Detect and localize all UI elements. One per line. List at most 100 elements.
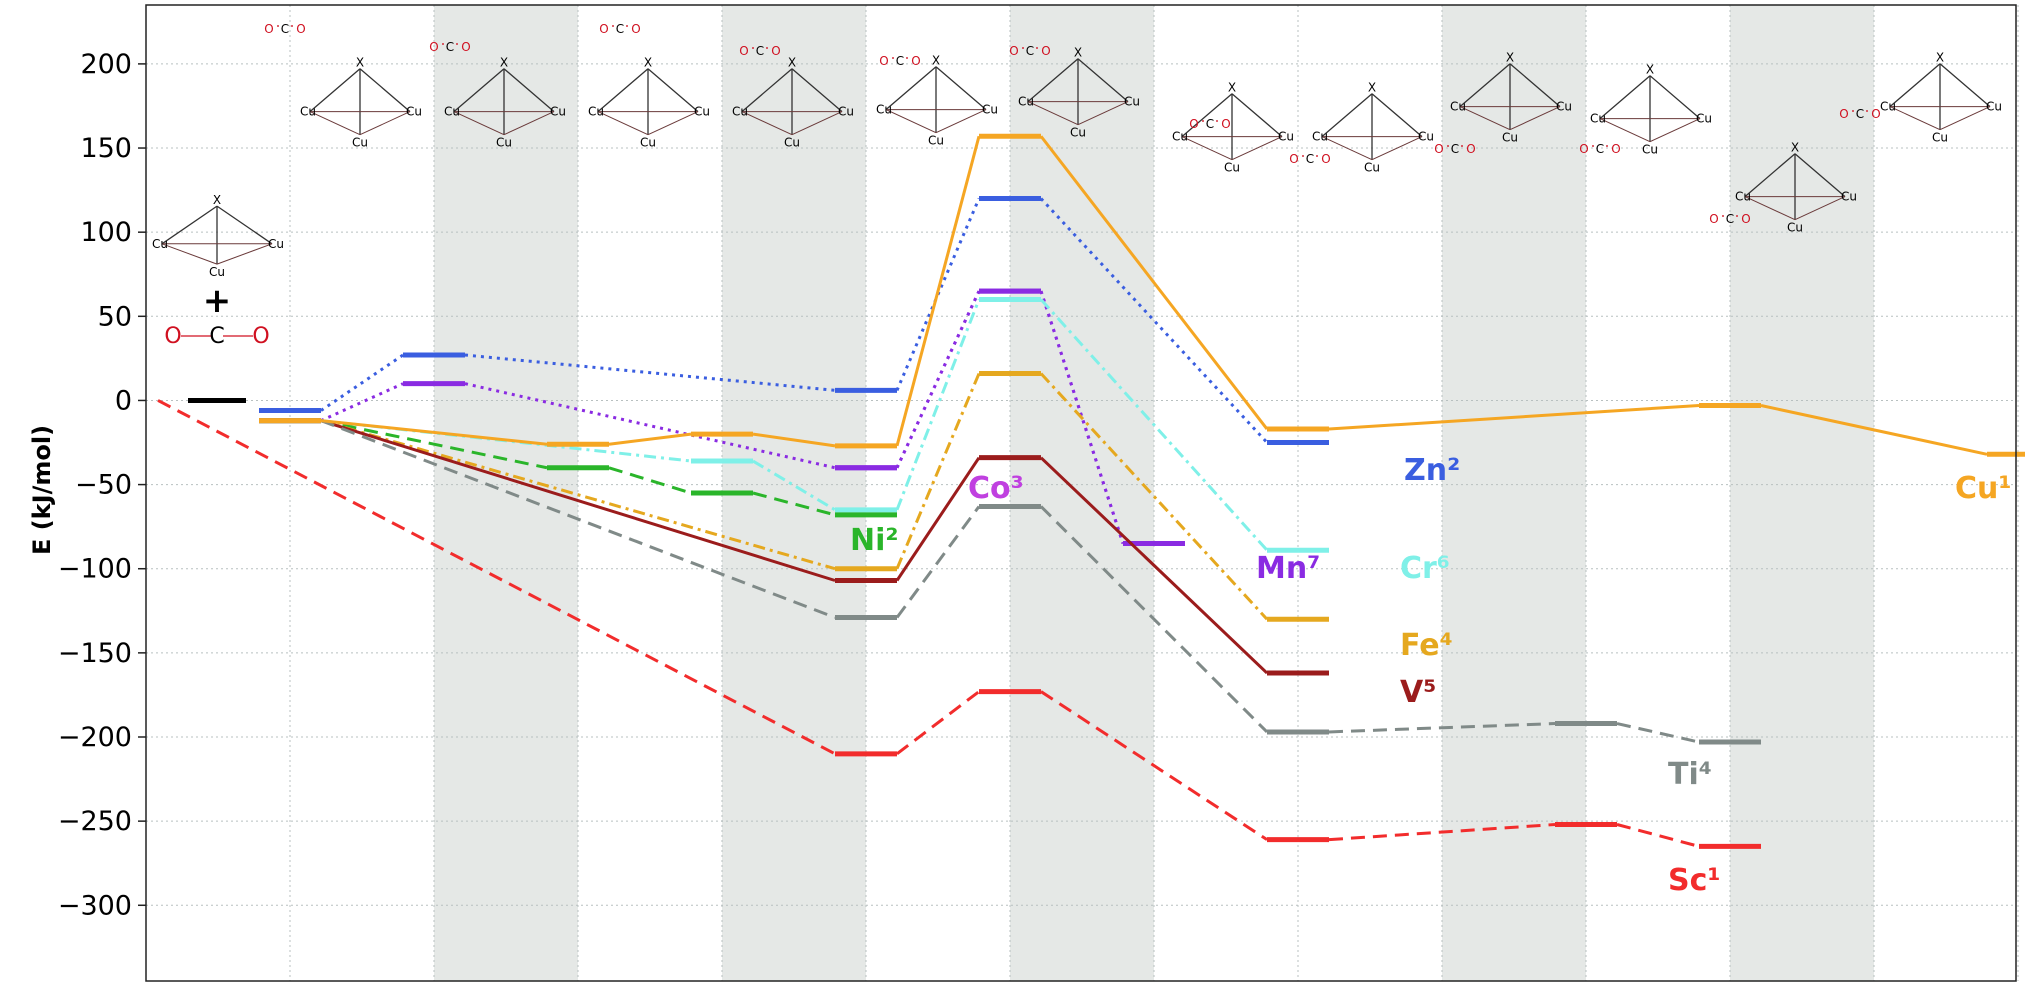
bond [597, 111, 649, 136]
atom-cu: Cu [1172, 130, 1188, 144]
series-layer [157, 133, 2025, 849]
atom-cu: Cu [1124, 95, 1140, 109]
atom-c: C [1451, 142, 1459, 156]
labels-layer: Zn² Co³ Mn⁷ Cr⁶ Ni² Fe⁴ V⁵ Ti⁴ Sc¹ Cu¹ [850, 453, 2012, 898]
atom-o: O [631, 22, 640, 36]
atom-cu: Cu [268, 237, 284, 251]
bond [935, 109, 987, 134]
atom-cu: Cu [640, 136, 656, 150]
series-label-2: Mn⁷ [1256, 551, 1320, 586]
plot-frame [145, 4, 2017, 982]
y-tick-label-0: 200 [80, 49, 132, 80]
bond [647, 68, 699, 113]
bond [935, 66, 987, 111]
cluster-10: X Cu Cu Cu [1590, 63, 1712, 157]
atom-cu: Cu [406, 105, 422, 119]
atom-cu: Cu [1932, 131, 1948, 145]
series-9-segment-0 [320, 419, 548, 446]
series-8-segment-4 [1616, 823, 1700, 848]
series-7-segment-0 [320, 419, 836, 619]
bond [1889, 106, 1941, 131]
y-tick-label-10: −300 [58, 890, 132, 921]
series-label-8: Sc¹ [1668, 863, 1721, 898]
series-8-segment-2 [1040, 690, 1268, 841]
atom-cu: Cu [1787, 221, 1803, 235]
atom-c: C [1206, 117, 1214, 131]
bond [1794, 153, 1846, 198]
series-4-segment-0 [320, 419, 548, 470]
bond [453, 111, 505, 136]
atom-x: X [1646, 63, 1654, 77]
atom-c: C [616, 22, 624, 36]
series-label-4: Ni² [850, 523, 899, 558]
atom-cu: Cu [1312, 130, 1328, 144]
atom-x: X [1074, 46, 1082, 60]
bond [359, 68, 411, 113]
bond [885, 66, 937, 111]
atom-x: X [788, 56, 796, 70]
atom-cu: Cu [1590, 112, 1606, 126]
atom-o: O [1009, 44, 1018, 58]
series-7-segment-2 [1039, 505, 1269, 734]
series-6-segment-1 [895, 456, 981, 582]
atom-c: C [1306, 152, 1314, 166]
atom-cu: Cu [152, 237, 168, 251]
atom-cu: Cu [209, 265, 225, 279]
series-6-segment-2 [1039, 456, 1269, 675]
atom-cu: Cu [1364, 161, 1380, 175]
atom-cu: Cu [784, 136, 800, 150]
atom-o: O [1321, 152, 1330, 166]
atom-cu: Cu [1880, 100, 1896, 114]
series-label-3: Cr⁶ [1400, 551, 1450, 586]
atom-o: O [296, 22, 305, 36]
series-label-1: Co³ [968, 471, 1024, 506]
bond [1077, 58, 1129, 103]
bond [791, 111, 843, 136]
atom-cu: Cu [1450, 100, 1466, 114]
atom-cu: Cu [982, 103, 998, 117]
bond [1649, 75, 1701, 120]
atom-c: C [1026, 44, 1034, 58]
series-6-segment-0 [320, 419, 836, 582]
cluster-11: X Cu Cu Cu [1735, 141, 1857, 235]
bond [1459, 63, 1511, 108]
series-5-segment-2 [1039, 372, 1269, 621]
atom-o: O [911, 54, 920, 68]
bond [1181, 136, 1233, 161]
bond [1027, 58, 1079, 103]
bond [216, 243, 273, 265]
bond [1939, 63, 1991, 108]
atom-o: O [1041, 44, 1050, 58]
atom-cu: Cu [1556, 100, 1572, 114]
bond [597, 68, 649, 113]
series-8-segment-3 [1328, 823, 1556, 842]
atom-cu: Cu [694, 105, 710, 119]
series-9-segment-4 [1039, 135, 1269, 430]
series-label-7: Ti⁴ [1668, 757, 1712, 792]
atom-cu: Cu [1642, 143, 1658, 157]
shaded-band-4 [1730, 5, 1874, 981]
atom-cu: Cu [876, 103, 892, 117]
bond [216, 205, 273, 245]
atom-o: O [429, 40, 438, 54]
bond [1231, 93, 1283, 138]
series-4-segment-2 [752, 491, 836, 517]
series-9 [259, 133, 2025, 457]
atom-cu: Cu [1696, 112, 1712, 126]
bond [1371, 93, 1423, 138]
cluster-9: X Cu Cu Cu [1450, 51, 1572, 145]
shaded-columns [434, 5, 1874, 981]
bond [1599, 75, 1651, 120]
bond [309, 111, 361, 136]
cluster-0: X Cu Cu Cu [152, 193, 284, 279]
bond [1794, 196, 1846, 221]
series-1-segment-0 [320, 382, 404, 423]
atom-x: X [644, 56, 652, 70]
